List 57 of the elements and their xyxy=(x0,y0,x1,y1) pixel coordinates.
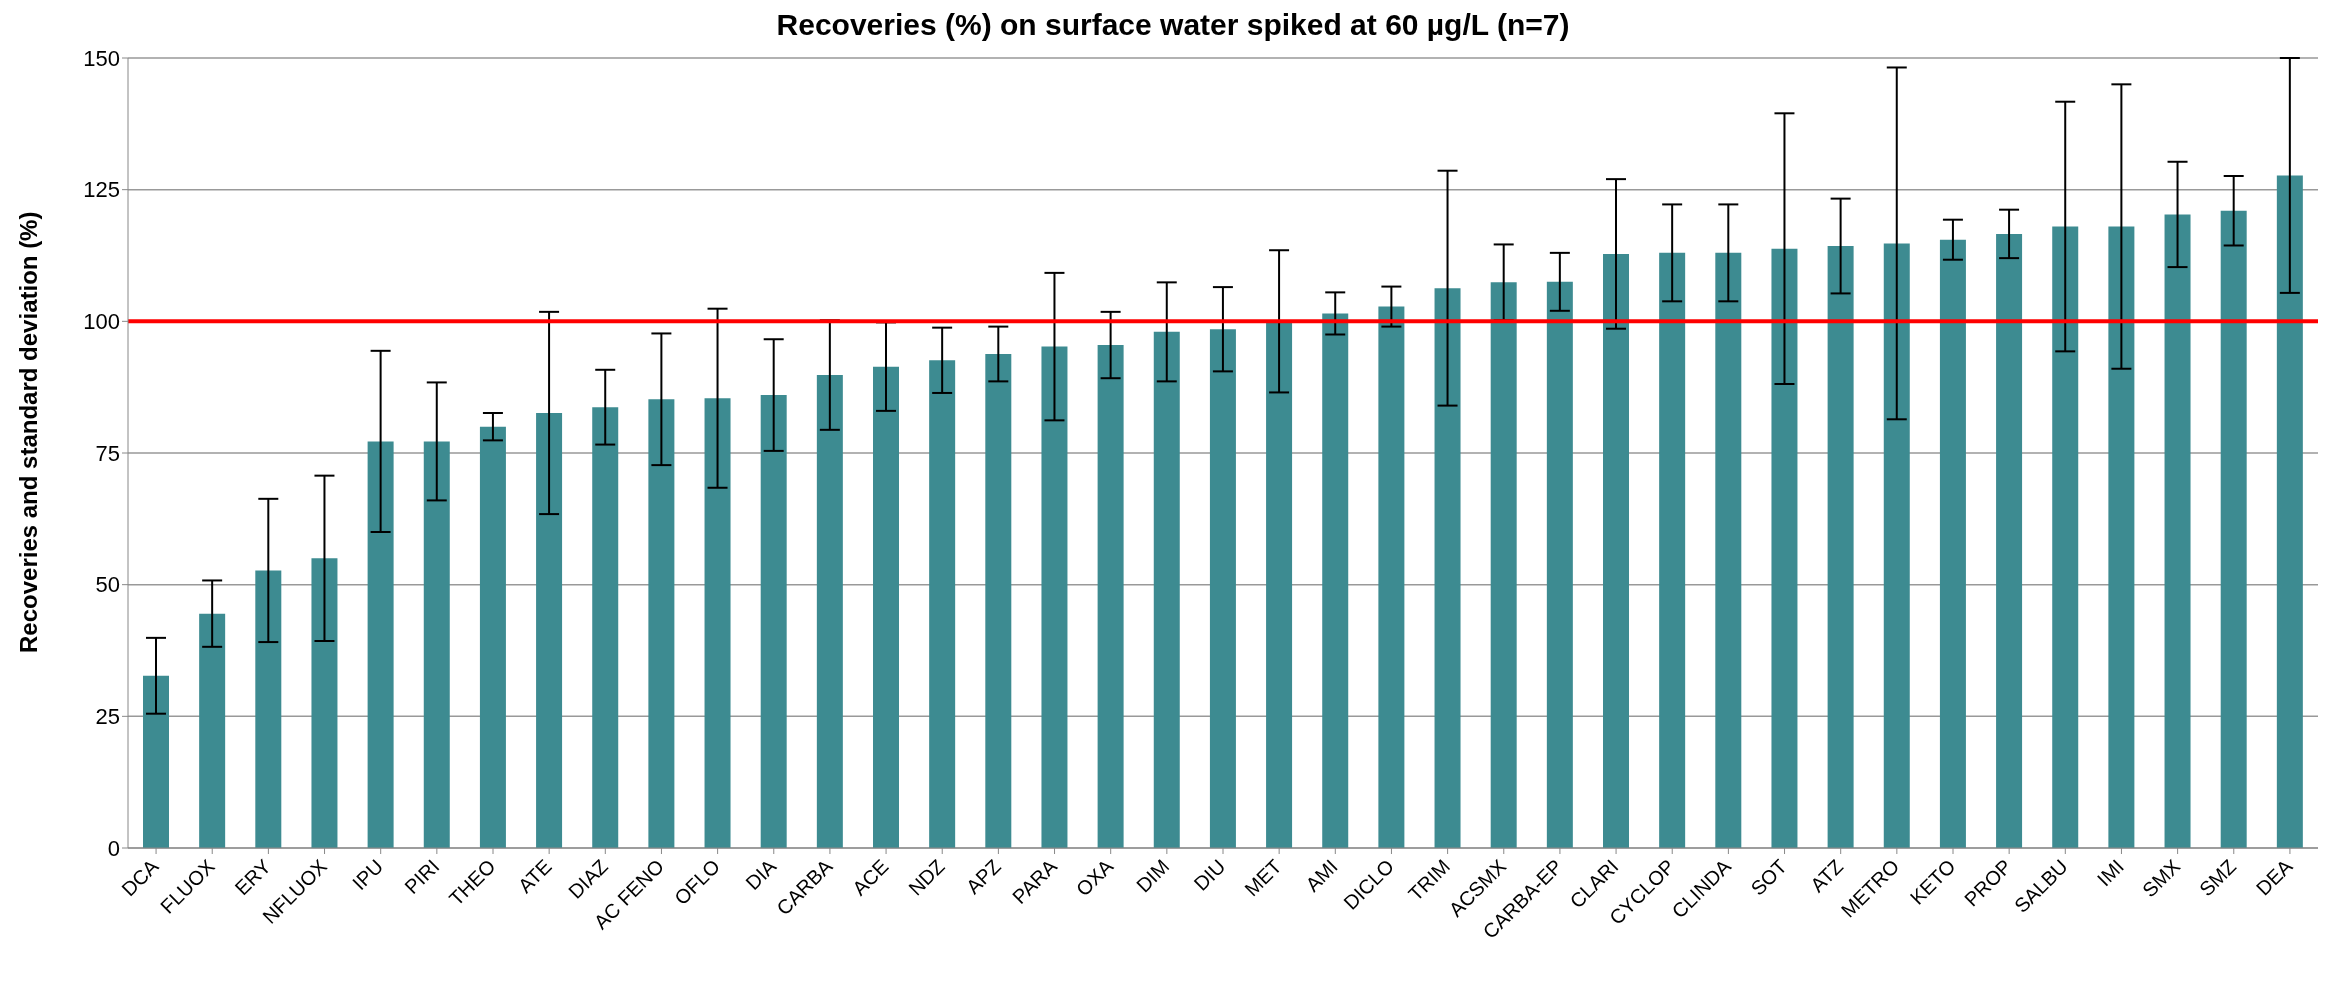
bar xyxy=(255,570,282,848)
x-tick-label: IMI xyxy=(2092,855,2129,891)
bar xyxy=(143,675,169,848)
bar xyxy=(1322,313,1349,848)
bar xyxy=(1715,252,1742,848)
bar xyxy=(2220,210,2247,848)
bar xyxy=(1209,329,1236,848)
x-tick-label: DCA xyxy=(117,854,164,901)
bar xyxy=(985,353,1012,848)
bar xyxy=(2276,175,2303,848)
bar xyxy=(1097,345,1124,848)
y-axis-title: Recoveries and standard deviation (%) xyxy=(14,211,42,653)
bar xyxy=(1378,306,1405,848)
bar xyxy=(1827,246,1854,848)
y-tick-label: 100 xyxy=(83,309,120,335)
bar xyxy=(2052,226,2079,848)
bar xyxy=(760,395,787,848)
bar xyxy=(816,375,843,848)
bar xyxy=(2164,214,2191,848)
bar xyxy=(1546,281,1573,848)
bar xyxy=(199,613,226,848)
bar xyxy=(1490,282,1517,848)
bar xyxy=(536,412,563,848)
y-tick-label: 150 xyxy=(83,45,120,71)
bar xyxy=(1939,239,1966,848)
x-tick-label: DEA xyxy=(2251,854,2297,900)
x-tick-label: DIU xyxy=(1189,855,1230,895)
bar xyxy=(2108,226,2135,848)
bar xyxy=(1153,331,1180,848)
y-tick-label: 25 xyxy=(95,704,120,730)
chart-title: Recoveries (%) on surface water spiked at 60 µg/L (n=7) xyxy=(776,8,1570,41)
x-tick-label: OXA xyxy=(1071,854,1118,901)
bar xyxy=(367,441,394,848)
bar xyxy=(1266,321,1293,848)
bar xyxy=(704,398,731,848)
x-tick-label: DIA xyxy=(741,854,781,895)
y-tick-label: 75 xyxy=(95,440,120,466)
bar xyxy=(1883,243,1910,848)
bar xyxy=(873,366,899,848)
bar xyxy=(648,399,675,848)
y-tick-label: 50 xyxy=(95,572,120,598)
x-tick-label: IPU xyxy=(348,855,388,895)
bar xyxy=(1434,288,1461,848)
bar xyxy=(1996,233,2023,848)
bar xyxy=(1603,253,1629,848)
bar xyxy=(479,426,506,848)
x-tick-label: DIM xyxy=(1131,855,1174,897)
bar xyxy=(1041,346,1068,848)
x-tick-label: AMI xyxy=(1301,855,1342,896)
bar xyxy=(1659,252,1686,848)
bar xyxy=(423,441,450,848)
bar xyxy=(311,558,338,848)
y-tick-label: 0 xyxy=(107,835,120,861)
y-tick-label: 125 xyxy=(83,177,120,203)
bar xyxy=(1771,248,1798,848)
bar xyxy=(592,407,619,848)
bar xyxy=(929,360,956,848)
